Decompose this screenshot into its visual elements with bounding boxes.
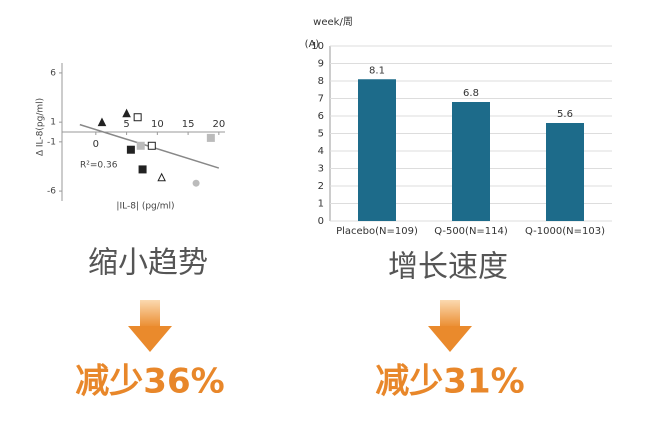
value-label: 6.8 bbox=[463, 88, 479, 99]
annotation: R²=0.36 bbox=[80, 161, 118, 171]
y-tick-label: -1 bbox=[47, 137, 56, 147]
point bbox=[122, 108, 131, 118]
result: 减少31% bbox=[375, 362, 524, 402]
result: 减少36% bbox=[75, 362, 224, 402]
point bbox=[97, 117, 107, 127]
y-tick-label: 1 bbox=[50, 118, 56, 128]
y-tick-label: -6 bbox=[47, 187, 56, 197]
value-label: 8.1 bbox=[369, 65, 385, 76]
y-tick-label: 8 bbox=[318, 76, 324, 87]
point bbox=[133, 113, 142, 122]
point bbox=[206, 133, 215, 142]
point bbox=[147, 141, 156, 150]
x-tick-label: 0 bbox=[93, 139, 99, 150]
point bbox=[138, 165, 147, 174]
point bbox=[126, 145, 135, 154]
y-tick-label: 0 bbox=[318, 216, 324, 227]
x-tick-label: 5 bbox=[123, 119, 129, 130]
y-tick-label: 4 bbox=[318, 146, 324, 157]
arrow bbox=[128, 300, 172, 352]
x-tick-label: 20 bbox=[212, 119, 225, 130]
point bbox=[157, 172, 166, 182]
x-tick-label: Placebo(N=109) bbox=[336, 226, 418, 237]
y-tick-label: 7 bbox=[318, 94, 324, 105]
y-tick-label: 6 bbox=[50, 68, 56, 78]
point bbox=[192, 179, 200, 187]
y-tick-label: 9 bbox=[318, 59, 324, 70]
y-tick-label: 3 bbox=[318, 164, 324, 175]
chart-title: week/周 bbox=[313, 16, 353, 28]
y-tick-label: 5 bbox=[318, 129, 324, 140]
bar bbox=[358, 79, 396, 221]
value-label: 5.6 bbox=[557, 109, 573, 120]
caption: 增长速度 bbox=[388, 250, 508, 285]
y-tick-label: 2 bbox=[318, 181, 324, 192]
x-tick-label: Q-500(N=114) bbox=[434, 226, 508, 237]
point bbox=[136, 141, 145, 150]
x-tick-label: Q-1000(N=103) bbox=[525, 226, 605, 237]
y-tick-label: 6 bbox=[318, 111, 324, 122]
bar bbox=[452, 102, 490, 221]
x-axis-label: |IL-8| (pg/ml) bbox=[116, 202, 174, 212]
y-axis-label: Δ IL-8(pg/ml) bbox=[36, 98, 46, 156]
x-tick-label: 15 bbox=[182, 119, 195, 130]
caption: 缩小趋势 bbox=[88, 246, 208, 281]
y-axis-label: (A) bbox=[305, 39, 320, 50]
arrow bbox=[428, 300, 472, 352]
y-tick-label: 1 bbox=[318, 199, 324, 210]
bar bbox=[546, 123, 584, 221]
x-tick-label: 10 bbox=[151, 119, 164, 130]
y-tick-label: 10 bbox=[311, 41, 324, 52]
